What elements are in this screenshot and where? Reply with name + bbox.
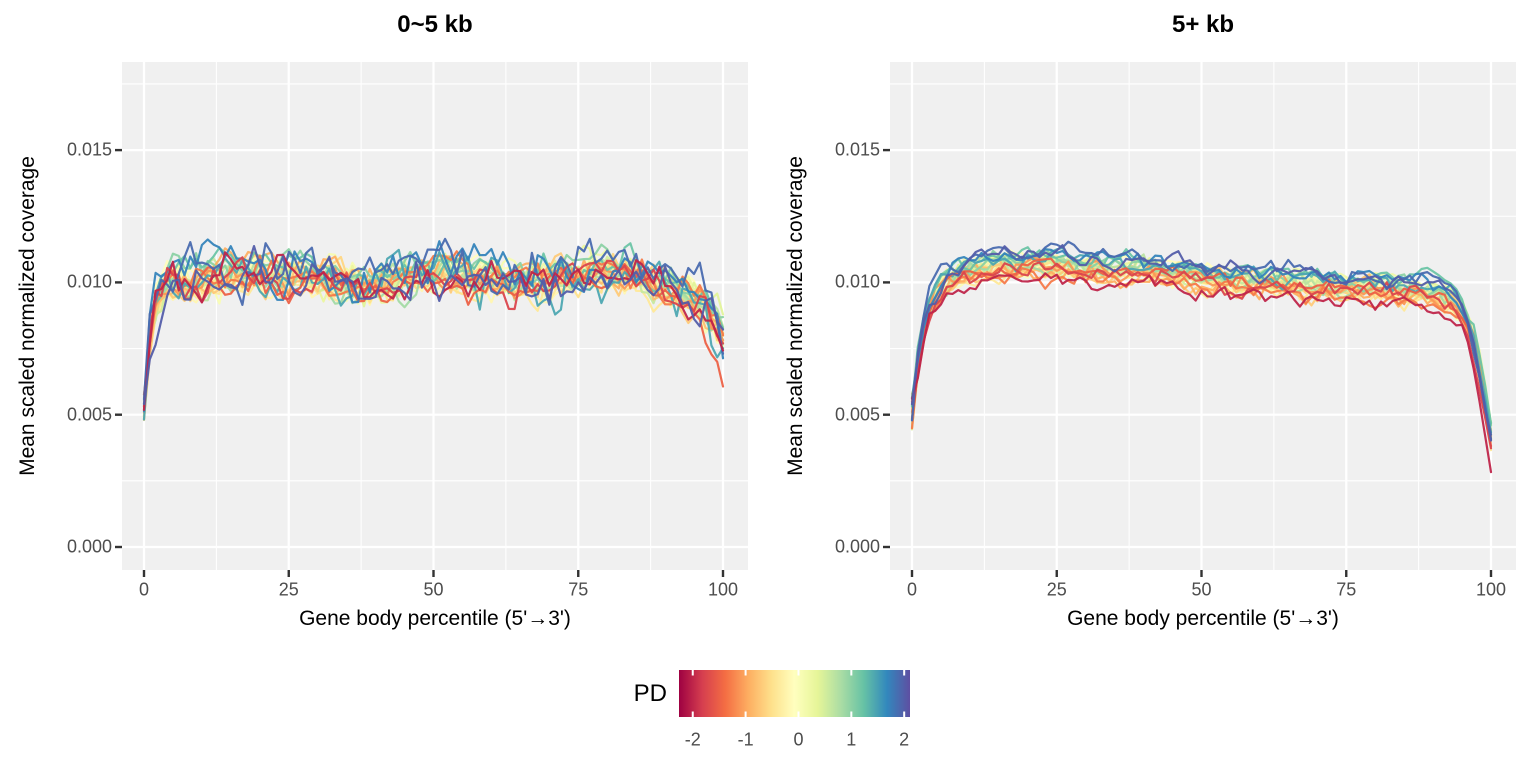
legend-tick-notch <box>903 670 906 676</box>
x-axis-title-left: Gene body percentile (5'→3') <box>299 607 571 630</box>
y-tick-label: 0.015 <box>66 139 112 160</box>
x-tick-label: 50 <box>423 579 444 600</box>
legend-tick-label: 2 <box>899 729 910 750</box>
y-tick-label: 0.000 <box>66 536 112 557</box>
legend-colorbar <box>679 670 910 717</box>
y-tick-label: 0.010 <box>834 271 880 292</box>
x-tick-label: 100 <box>707 579 739 600</box>
coverage-line <box>142 256 725 408</box>
coverage-line <box>142 237 725 401</box>
panel-background <box>890 62 1516 570</box>
coverage-line <box>142 245 725 406</box>
y-tick-label: 0.005 <box>66 404 112 425</box>
legend-tick-notch <box>850 711 853 717</box>
x-tick-label: 75 <box>568 579 589 600</box>
coverage-line <box>910 261 1493 450</box>
facet-title-right: 5+ kb <box>1171 11 1235 38</box>
x-tick-label: 50 <box>1191 579 1212 600</box>
legend-tick-label: -1 <box>737 729 754 750</box>
facet-title-left: 0~5 kb <box>397 11 473 38</box>
panel-background <box>122 62 748 570</box>
legend-tick-notch <box>903 711 906 717</box>
x-tick-label: 100 <box>1475 579 1507 600</box>
x-tick-label: 75 <box>1336 579 1357 600</box>
series-lines-left <box>142 237 725 422</box>
legend-tick-label: 0 <box>793 729 804 750</box>
legend-tick-notch <box>850 670 853 676</box>
x-axis-title-right: Gene body percentile (5'→3') <box>1067 607 1339 630</box>
y-axis-title-right: Mean scaled normalized coverage <box>784 156 807 476</box>
legend-tick-notch <box>744 711 747 717</box>
y-tick-label: 0.000 <box>834 536 880 557</box>
x-tick-label: 25 <box>1046 579 1067 600</box>
legend-title: PD <box>633 680 667 707</box>
legend-tick-notch <box>691 711 694 717</box>
coverage-line <box>910 244 1493 442</box>
coverage-line <box>142 248 725 421</box>
x-tick-label: 25 <box>278 579 299 600</box>
coverage-line <box>910 240 1493 436</box>
y-tick-label: 0.015 <box>834 139 880 160</box>
legend-tick-notch <box>797 711 800 717</box>
legend-tick-notch <box>744 670 747 676</box>
legend-tick-notch <box>691 670 694 676</box>
series-lines-right <box>910 240 1493 474</box>
legend-tick-label: -2 <box>684 729 701 750</box>
y-tick-label: 0.010 <box>66 271 112 292</box>
y-tick-label: 0.005 <box>834 404 880 425</box>
y-axis-title-left: Mean scaled normalized coverage <box>16 156 39 476</box>
legend-tick-label: 1 <box>846 729 857 750</box>
x-tick-label: 0 <box>138 579 150 600</box>
x-tick-label: 0 <box>906 579 918 600</box>
coverage-line <box>142 251 725 411</box>
coverage-line <box>910 272 1493 474</box>
legend-tick-notch <box>797 670 800 676</box>
coverage-line <box>910 267 1493 440</box>
